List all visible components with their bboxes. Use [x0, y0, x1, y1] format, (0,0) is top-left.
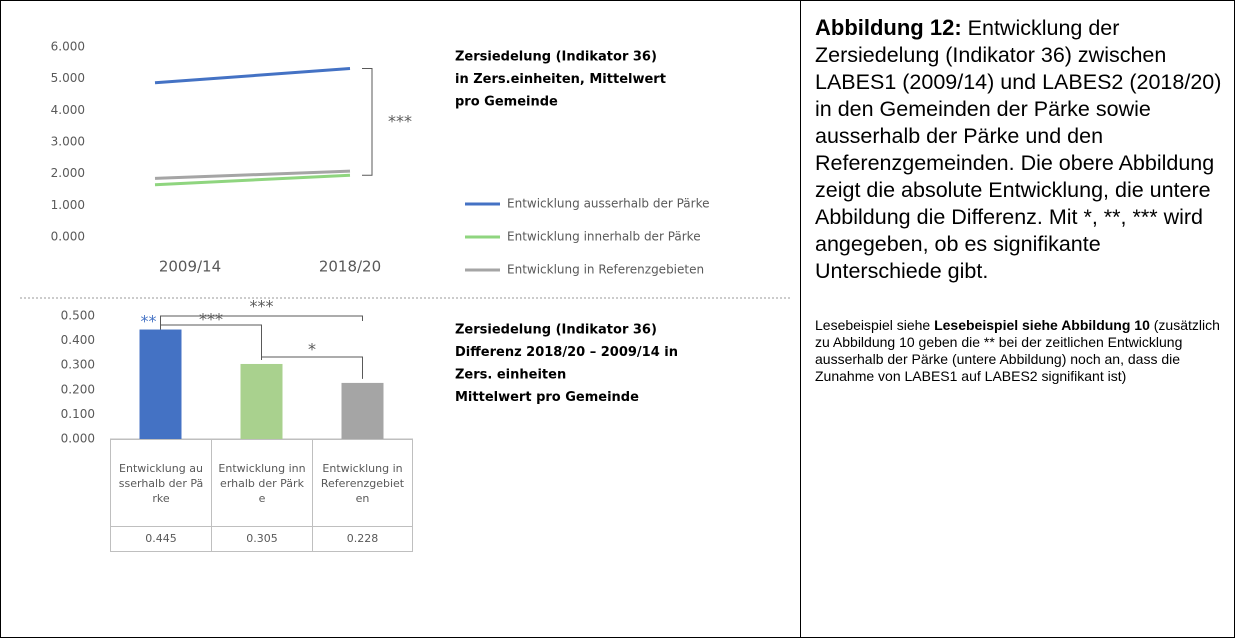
category-label: Entwicklung ausserhalb der Pärke [118, 461, 204, 505]
table-cell: Entwicklung in Referenzgebieten 0.228 [312, 439, 413, 552]
y-tick-label: 6.000 [51, 40, 85, 54]
y-tick-label: 0.400 [61, 333, 95, 347]
y-tick-label: 3.000 [51, 135, 85, 149]
chart-title: Zers. einheiten [455, 368, 566, 383]
category-label: Entwicklung in Referenzgebieten [320, 461, 405, 505]
y-tick-label: 0.200 [61, 382, 95, 396]
reading-rest: (zusätzlich zu Abbildung 10 geben die **… [815, 317, 1220, 384]
bracket [362, 68, 373, 176]
value-label: 0.445 [111, 526, 211, 551]
y-tick-label: 0.000 [61, 432, 95, 446]
bracket [261, 356, 363, 379]
caption-label: Abbildung 12: [815, 15, 962, 40]
bar [139, 329, 182, 439]
caption: Abbildung 12: Entwicklung der Zersiedelu… [815, 14, 1225, 285]
caption-text: Entwicklung der Zersiedelung (Indikator … [815, 16, 1222, 283]
series-line [154, 173, 351, 187]
table-cell: Entwicklung ausserhalb der Pärke 0.445 [110, 439, 211, 552]
divider [800, 0, 801, 638]
legend-label: Entwicklung innerhalb der Pärke [507, 230, 701, 244]
y-tick-label: 0.100 [61, 407, 95, 421]
series-line [154, 67, 351, 85]
chart-title: Mittelwert pro Gemeinde [455, 390, 639, 405]
chart-title: Differenz 2018/20 – 2009/14 in [455, 345, 678, 360]
reading-bold: Lesebeispiel siehe Abbildung 10 [934, 317, 1150, 333]
caption-panel: Abbildung 12: Entwicklung der Zersiedelu… [815, 14, 1225, 385]
y-tick-label: 1.000 [51, 198, 85, 212]
legend-label: Entwicklung ausserhalb der Pärke [507, 197, 710, 211]
category-label: Entwicklung innerhalb der Pärke [218, 461, 306, 505]
y-tick-label: 0.300 [61, 358, 95, 372]
annotation: ** [141, 312, 157, 331]
chart-title: pro Gemeinde [455, 95, 558, 110]
chart-title: Zersiedelung (Indikator 36) [455, 50, 657, 65]
x-tick-label: 2009/14 [159, 258, 221, 276]
series-line [154, 169, 351, 180]
y-tick-label: 0.500 [61, 309, 95, 323]
charts: 0.000 1.000 2.000 3.000 4.000 5.000 6.000 2009/… [20, 40, 790, 446]
annotation: * [308, 340, 316, 359]
chart-title: in Zers.einheiten, Mittelwert [455, 72, 666, 87]
value-label: 0.305 [212, 526, 312, 551]
y-tick-label: 4.000 [51, 103, 85, 117]
x-tick-label: 2018/20 [319, 258, 381, 276]
data-table: Entwicklung ausserhalb der Pärke 0.445 Ent… [110, 439, 413, 552]
chart-title: Zersiedelung (Indikator 36) [455, 323, 657, 338]
table-cell: Entwicklung innerhalb der Pärke 0.305 [211, 439, 312, 552]
bracket [160, 315, 363, 330]
bar [341, 382, 384, 439]
annotation: *** [199, 310, 223, 329]
value-label: 0.228 [313, 526, 412, 551]
reading-lead: Lesebeispiel siehe [815, 317, 935, 333]
legend-label: Entwicklung in Referenzgebieten [507, 263, 704, 277]
reading-example: Lesebeispiel siehe Lesebeispiel siehe Ab… [815, 317, 1225, 385]
y-tick-label: 0.000 [51, 230, 85, 244]
bar [240, 363, 283, 439]
y-tick-label: 2.000 [51, 166, 85, 180]
y-tick-label: 5.000 [51, 71, 85, 85]
annotation: *** [388, 111, 412, 130]
annotation: *** [250, 297, 274, 316]
